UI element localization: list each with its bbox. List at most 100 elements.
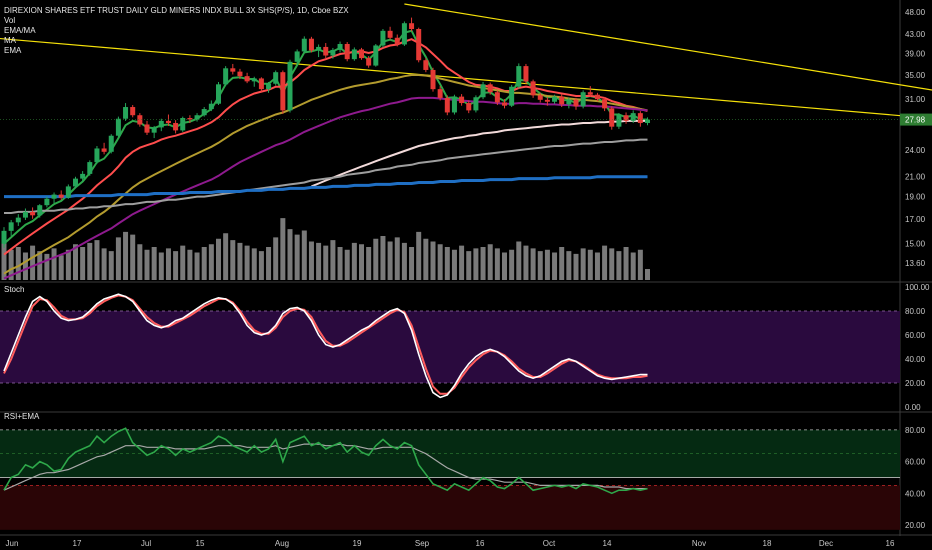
candle-body xyxy=(65,186,71,198)
volume-bar xyxy=(144,249,150,280)
volume-bar xyxy=(559,247,565,280)
stoch-tick-label: 60.00 xyxy=(905,331,926,340)
volume-bar xyxy=(94,240,100,280)
candle-body xyxy=(344,43,350,60)
price-tick-label: 17.00 xyxy=(905,215,926,224)
time-tick-label: 16 xyxy=(886,539,895,548)
candle-body xyxy=(258,78,264,90)
volume-bar xyxy=(22,252,28,280)
candle-body xyxy=(144,124,150,133)
volume-bar xyxy=(80,247,86,280)
candle-body xyxy=(30,211,36,216)
moving-average-line xyxy=(4,138,648,214)
candle-body xyxy=(423,60,429,70)
candle-body xyxy=(359,49,364,59)
indicator-ma-label[interactable]: MA xyxy=(4,36,16,45)
candle-body xyxy=(487,84,493,93)
price-tick-label: 39.00 xyxy=(905,49,926,58)
volume-bar xyxy=(1,241,7,280)
volume-bar xyxy=(394,237,400,280)
candle-body xyxy=(523,66,529,82)
stoch-tick-label: 100.00 xyxy=(905,283,930,292)
candle-body xyxy=(244,76,250,82)
candle-body xyxy=(280,72,286,111)
stoch-pane-label[interactable]: Stoch xyxy=(4,285,25,294)
price-tick-label: 35.00 xyxy=(905,71,926,80)
volume-bar xyxy=(480,247,486,280)
volume-bar xyxy=(466,251,472,280)
stoch-tick-label: 0.00 xyxy=(905,403,921,412)
candle-body xyxy=(580,92,586,107)
rsi-tick-label: 60.00 xyxy=(905,458,926,467)
volume-bar xyxy=(351,242,357,280)
moving-average-line xyxy=(3,96,648,280)
candle-body xyxy=(401,23,407,45)
volume-bar xyxy=(444,247,450,280)
volume-bar xyxy=(287,229,293,280)
chart-title: DIREXION SHARES ETF TRUST DAILY GLD MINE… xyxy=(4,6,349,15)
candle-body xyxy=(266,83,272,90)
candle-body xyxy=(494,92,500,103)
volume-bar xyxy=(330,240,336,280)
volume-bar xyxy=(401,242,407,280)
volume-bar xyxy=(158,252,164,280)
volume-bar xyxy=(473,248,479,280)
candle-body xyxy=(502,102,507,106)
volume-bar xyxy=(30,245,36,280)
volume-bar xyxy=(602,245,608,280)
candle-body xyxy=(287,61,293,111)
volume-bar xyxy=(637,249,643,280)
volume-bar xyxy=(537,251,543,280)
moving-average-line xyxy=(4,175,648,199)
volume-bar xyxy=(216,238,221,280)
volume-bar xyxy=(594,252,600,280)
trendline xyxy=(0,37,932,119)
volume-bar xyxy=(37,251,43,280)
candle-body xyxy=(316,46,322,51)
candle-body xyxy=(130,107,136,116)
rsi-tick-label: 20.00 xyxy=(905,521,926,530)
volume-bar xyxy=(180,245,186,280)
volume-bar xyxy=(323,245,329,280)
indicator-ema-label[interactable]: EMA xyxy=(4,46,22,55)
candle-body xyxy=(101,148,107,152)
time-tick-label: Sep xyxy=(415,539,430,548)
candle-body xyxy=(444,97,450,113)
candle-body xyxy=(573,99,579,107)
indicator-ema-ma-label[interactable]: EMA/MA xyxy=(4,26,36,35)
rsi-pane-label[interactable]: RSI+EMA xyxy=(4,412,40,421)
volume-bar xyxy=(273,237,279,280)
volume-bar xyxy=(101,248,107,280)
time-tick-label: 16 xyxy=(476,539,485,548)
candle-body xyxy=(587,92,593,95)
volume-bar xyxy=(87,242,93,280)
price-tick-label: 21.00 xyxy=(905,173,926,182)
candle-body xyxy=(566,99,572,105)
candle-body xyxy=(387,30,393,38)
candle-body xyxy=(630,113,636,121)
time-tick-label: 17 xyxy=(73,539,82,548)
stoch-tick-label: 20.00 xyxy=(905,379,926,388)
volume-bar xyxy=(516,241,522,280)
volume-bar xyxy=(294,234,300,280)
time-tick-label: Jul xyxy=(141,539,151,548)
candle-body xyxy=(451,96,457,113)
candle-body xyxy=(208,103,214,110)
candle-body xyxy=(380,30,386,46)
candle-body xyxy=(552,96,558,102)
candle-body xyxy=(158,120,164,128)
volume-bar xyxy=(630,252,636,280)
volume-bar xyxy=(123,231,129,280)
volume-bar xyxy=(251,248,257,280)
candle-body xyxy=(237,71,243,77)
volume-bar xyxy=(137,244,143,280)
time-tick-label: Nov xyxy=(692,539,706,548)
volume-bar xyxy=(366,247,372,280)
candle-body xyxy=(351,49,357,60)
indicator-vol-label[interactable]: Vol xyxy=(4,16,16,25)
candle-body xyxy=(251,78,257,82)
candle-body xyxy=(301,38,307,52)
candle-body xyxy=(616,115,622,127)
price-tick-label: 43.00 xyxy=(905,30,926,39)
